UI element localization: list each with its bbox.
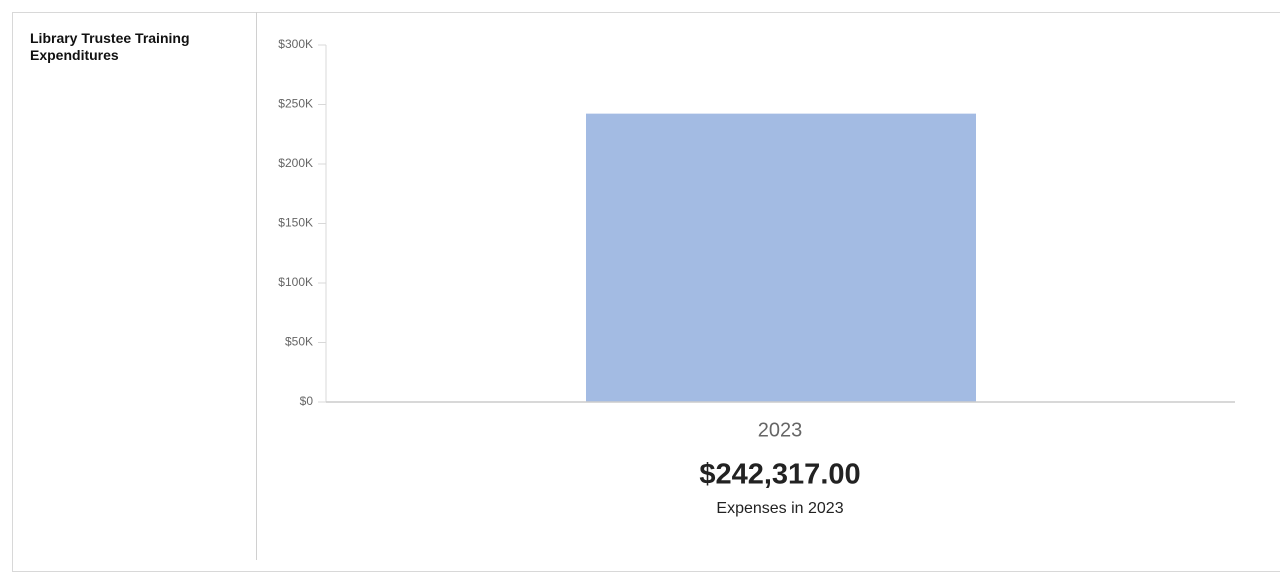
side-panel: Library Trustee Training Expenditures bbox=[12, 12, 257, 560]
y-tick-label: $100K bbox=[278, 275, 313, 289]
y-tick-label: $0 bbox=[300, 394, 314, 408]
bar bbox=[586, 113, 976, 403]
value-label: $242,317.00 bbox=[699, 459, 860, 491]
chart-title: Library Trustee Training Expenditures bbox=[30, 30, 190, 63]
y-tick-label: $300K bbox=[278, 37, 313, 51]
y-tick-label: $50K bbox=[285, 335, 313, 349]
caption: Expenses in 2023 bbox=[716, 500, 843, 517]
y-tick-label: $200K bbox=[278, 156, 313, 170]
y-tick-label: $150K bbox=[278, 216, 313, 230]
y-tick-label: $250K bbox=[278, 97, 313, 111]
x-tick-label: 2023 bbox=[758, 419, 803, 441]
chart: $0 $50K $100K $150K $200K $250K $300K 2023 $242,… bbox=[278, 37, 1235, 517]
